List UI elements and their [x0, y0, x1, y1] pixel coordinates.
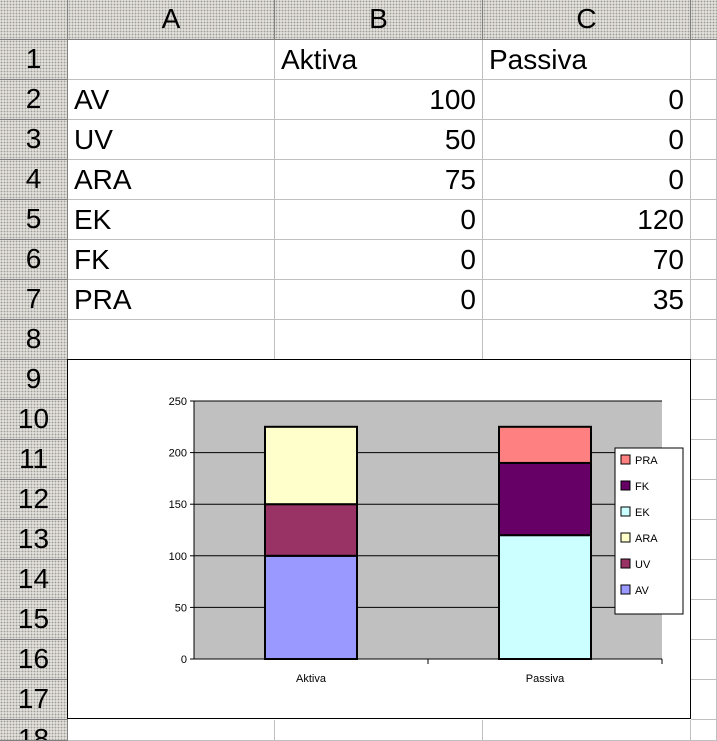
legend-swatch-pra	[620, 454, 631, 465]
cell-c18[interactable]	[483, 720, 691, 741]
stacked-bar-chart[interactable]: 0 50 100 150 200 250 Aktiva Passiva PRA FK EK ARA UV…	[67, 359, 691, 719]
legend-label-ek: EK	[635, 507, 650, 519]
cell-b1[interactable]: Aktiva	[275, 40, 483, 80]
cell-d11[interactable]	[691, 440, 717, 480]
cell-d3[interactable]	[691, 120, 717, 160]
legend-label-ara: ARA	[635, 533, 658, 545]
row-header[interactable]: 4	[0, 160, 68, 200]
cell-d9[interactable]	[691, 360, 717, 400]
cell-a2[interactable]: AV	[68, 80, 275, 120]
cell-b6[interactable]: 0	[275, 240, 483, 280]
bar-segment-pra	[498, 425, 592, 464]
cell-d14[interactable]	[691, 560, 717, 600]
cell-c3[interactable]: 0	[483, 120, 691, 160]
x-tick-label: Aktiva	[296, 673, 327, 685]
row-header[interactable]: 7	[0, 280, 68, 320]
y-tick-label: 200	[169, 448, 187, 460]
legend-swatch-av	[620, 584, 631, 595]
cell-a7[interactable]: PRA	[68, 280, 275, 320]
cell-c7[interactable]: 35	[483, 280, 691, 320]
cell-a5[interactable]: EK	[68, 200, 275, 240]
bar-segment-av	[264, 554, 358, 660]
cell-b3[interactable]: 50	[275, 120, 483, 160]
cell-d2[interactable]	[691, 80, 717, 120]
legend-label-fk: FK	[635, 481, 650, 493]
cell-a3[interactable]: UV	[68, 120, 275, 160]
cell-a1[interactable]	[68, 40, 275, 80]
row-header[interactable]: 15	[0, 600, 68, 640]
cell-d6[interactable]	[691, 240, 717, 280]
cell-c2[interactable]: 0	[483, 80, 691, 120]
legend-swatch-ara	[620, 532, 631, 543]
row-header[interactable]: 5	[0, 200, 68, 240]
x-tick-label: Passiva	[526, 673, 565, 685]
cell-d8[interactable]	[691, 320, 717, 360]
cell-a18[interactable]	[68, 720, 275, 741]
cell-c1[interactable]: Passiva	[483, 40, 691, 80]
cell-c6[interactable]: 70	[483, 240, 691, 280]
legend-label-uv: UV	[635, 559, 651, 571]
column-header-c[interactable]: C	[483, 0, 691, 40]
row-header[interactable]: 9	[0, 360, 68, 400]
legend-label-av: AV	[635, 585, 650, 597]
legend-swatch-uv	[620, 558, 631, 569]
row-header[interactable]: 1	[0, 40, 68, 80]
cell-d10[interactable]	[691, 400, 717, 440]
cell-b7[interactable]: 0	[275, 280, 483, 320]
row-header[interactable]: 6	[0, 240, 68, 280]
legend-swatch-ek	[620, 506, 631, 517]
cell-a6[interactable]: FK	[68, 240, 275, 280]
y-tick-label: 0	[181, 654, 187, 666]
select-all-corner[interactable]	[0, 0, 68, 40]
row-header[interactable]: 12	[0, 480, 68, 520]
cell-b4[interactable]: 75	[275, 160, 483, 200]
cell-a8[interactable]	[68, 320, 275, 360]
row-header[interactable]: 16	[0, 640, 68, 680]
y-tick-label: 150	[169, 499, 187, 511]
cell-b5[interactable]: 0	[275, 200, 483, 240]
row-header[interactable]: 2	[0, 80, 68, 120]
bar-segment-fk	[498, 461, 592, 537]
row-header[interactable]: 11	[0, 440, 68, 480]
cell-b8[interactable]	[275, 320, 483, 360]
row-header[interactable]: 18	[0, 720, 68, 741]
cell-d4[interactable]	[691, 160, 717, 200]
cell-b18[interactable]	[275, 720, 483, 741]
chart-canvas: 0 50 100 150 200 250 Aktiva Passiva PRA FK EK ARA UV…	[169, 396, 684, 685]
bar-segment-ara	[264, 425, 358, 506]
legend-swatch-fk	[620, 480, 631, 491]
row-header[interactable]: 10	[0, 400, 68, 440]
cell-d12[interactable]	[691, 480, 717, 520]
bar-segment-ek	[498, 534, 592, 660]
row-header[interactable]: 14	[0, 560, 68, 600]
cell-d16[interactable]	[691, 640, 717, 680]
row-header[interactable]: 17	[0, 680, 68, 720]
y-tick-label: 50	[175, 602, 187, 614]
row-header[interactable]: 13	[0, 520, 68, 560]
y-tick-label: 100	[169, 551, 187, 563]
cell-c4[interactable]: 0	[483, 160, 691, 200]
cell-d18[interactable]	[691, 720, 717, 741]
column-header-a[interactable]: A	[68, 0, 275, 40]
row-header[interactable]: 3	[0, 120, 68, 160]
cell-a4[interactable]: ARA	[68, 160, 275, 200]
cell-d5[interactable]	[691, 200, 717, 240]
column-header-b[interactable]: B	[275, 0, 483, 40]
cell-d15[interactable]	[691, 600, 717, 640]
legend-label-pra: PRA	[635, 455, 658, 467]
bar-segment-uv	[264, 503, 358, 557]
cell-d1[interactable]	[691, 40, 717, 80]
column-header-d[interactable]	[691, 0, 717, 40]
cell-b2[interactable]: 100	[275, 80, 483, 120]
cell-d13[interactable]	[691, 520, 717, 560]
cell-c8[interactable]	[483, 320, 691, 360]
cell-c5[interactable]: 120	[483, 200, 691, 240]
y-tick-label: 250	[169, 396, 187, 408]
row-header[interactable]: 8	[0, 320, 68, 360]
cell-d7[interactable]	[691, 280, 717, 320]
cell-d17[interactable]	[691, 680, 717, 720]
